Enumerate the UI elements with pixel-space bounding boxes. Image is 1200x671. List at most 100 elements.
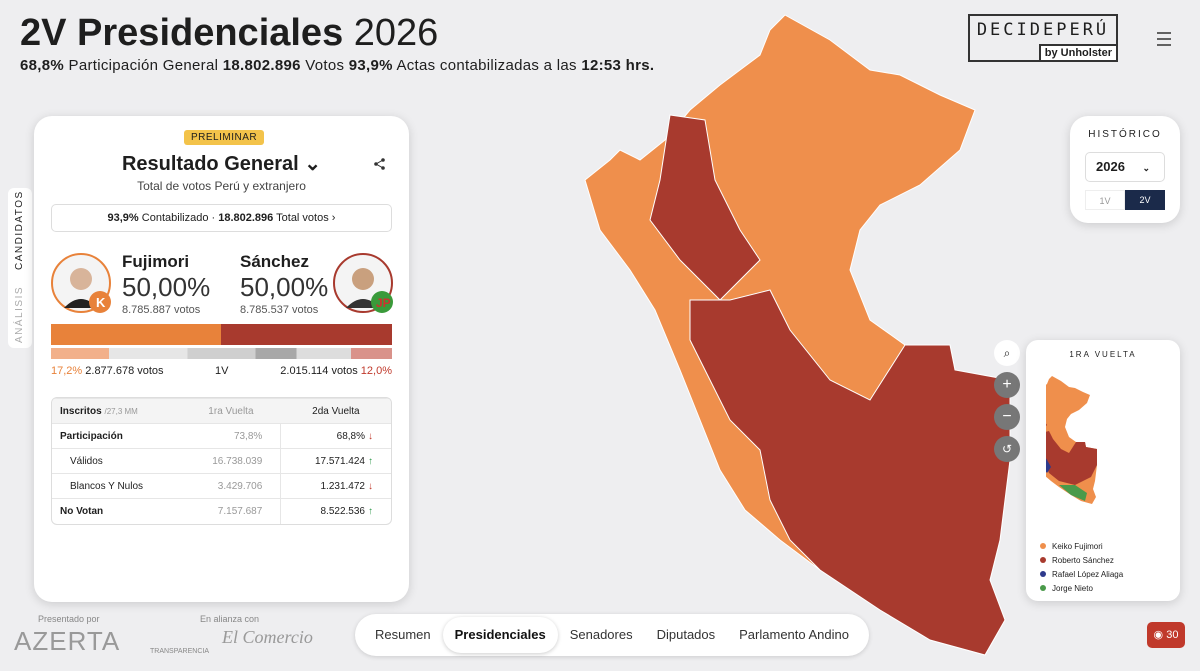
cell-text: 17.571.424 — [314, 455, 365, 467]
live-badge[interactable]: ◉ 30 — [1147, 622, 1185, 648]
nav-bar: Resumen Presidenciales Senadores Diputados P… — [355, 614, 869, 656]
history-title: HISTÓRICO — [1088, 129, 1162, 140]
cell-text: /27,3 MM — [104, 406, 138, 416]
nav-item[interactable]: Parlamento Andino — [739, 627, 849, 642]
trend-arrow: ↑ — [368, 505, 373, 517]
side-tabs: CANDIDATOS ANÁLISIS — [8, 188, 32, 348]
cell: 3.429.706 — [181, 473, 281, 499]
candidate-percent: 50,00% — [122, 272, 211, 302]
fr-percent: 12,0% — [360, 365, 392, 377]
cell-text: 1.231.472 — [320, 480, 366, 492]
reset[interactable]: ↺ — [994, 436, 1020, 462]
mini-map-title: 1RA VUELTA — [1069, 350, 1137, 359]
cell: 1.231.472 ↓ — [280, 473, 391, 499]
stats: 68,8% Participación General 18.802.896 V… — [20, 57, 654, 74]
side-tab[interactable]: ANÁLISIS — [14, 285, 25, 343]
legend-swatch — [1040, 585, 1046, 591]
summary-percent: 93,9% — [107, 212, 139, 224]
nav-item[interactable]: Presidenciales — [442, 617, 558, 653]
card-title[interactable]: Resultado General ⌄ — [121, 153, 322, 175]
table-row: Válidos 16.738.039 17.571.424 ↑ — [52, 448, 391, 474]
cell: Blancos Y Nulos — [52, 473, 182, 499]
summary-label: Contabilizado — [141, 212, 209, 224]
title-text: 2V Presidenciales — [20, 12, 344, 54]
candidate-percent: 50,00% — [240, 272, 329, 302]
legend-swatch — [1040, 571, 1046, 577]
nav-item[interactable]: Diputados — [656, 627, 716, 642]
legend-item: Jorge Nieto — [1040, 582, 1123, 596]
share-icon[interactable] — [374, 158, 386, 170]
round-button[interactable]: 1V — [1085, 190, 1125, 210]
candidate-photo: K — [51, 253, 111, 313]
cell: 68,8% ↓ — [280, 423, 391, 449]
legend-label: Keiko Fujimori — [1052, 542, 1103, 551]
bar-right — [221, 324, 392, 345]
brand-by: by Unholster — [1038, 44, 1118, 62]
svg-text:JP: JP — [376, 296, 391, 310]
zoom-out[interactable]: − — [994, 404, 1020, 430]
cell: Válidos — [52, 448, 182, 474]
side-tab[interactable]: CANDIDATOS — [14, 190, 25, 270]
fr-votes: 2.877.678 votos — [85, 365, 164, 377]
table: Inscritos /27,3 MM 1ra Vuelta 2da Vuelta P… — [52, 398, 391, 524]
brand-name: DECIDEPERÚ — [976, 20, 1110, 40]
legend: Keiko Fujimori Roberto Sánchez Rafael Lópe… — [1040, 540, 1123, 596]
nav-item[interactable]: Senadores — [569, 627, 633, 642]
table-row: Participación 73,8% 68,8% ↓ — [52, 423, 391, 449]
first-round-bar — [51, 348, 392, 359]
year-select[interactable]: 2026 ⌄ — [1085, 152, 1165, 182]
bar-left — [51, 324, 221, 345]
table-body: Inscritos /27,3 MM 1ra Vuelta 2da Vuelta P… — [52, 398, 391, 524]
stat: 18.802.896 — [222, 57, 301, 74]
nav-item[interactable]: Resumen — [375, 627, 431, 642]
mini-map-card: 1RA VUELTA Keiko Fujimori Roberto Sánchez… — [1026, 340, 1180, 601]
trend-arrow: ↑ — [368, 455, 373, 467]
legend-item: Roberto Sánchez — [1040, 554, 1123, 568]
table-row: Blancos Y Nulos 3.429.706 1.231.472 ↓ — [52, 473, 391, 499]
stats-table: Inscritos /27,3 MM 1ra Vuelta 2da Vuelta P… — [51, 397, 392, 525]
cell: 16.738.039 — [181, 448, 281, 474]
menu-icon[interactable] — [1157, 32, 1173, 46]
stat: 12:53 hrs. — [581, 57, 655, 74]
cell-text: Inscritos — [60, 405, 102, 417]
round-button[interactable]: 2V — [1125, 190, 1165, 210]
summary[interactable]: 93,9% Contabilizado · 18.802.896 Total v… — [51, 204, 392, 232]
legend-swatch — [1040, 543, 1046, 549]
zoom-in[interactable]: + — [994, 372, 1020, 398]
summary-label: Total votos — [276, 212, 329, 224]
legend-label: Rafael López Aliaga — [1052, 570, 1124, 579]
card-subtitle: Total de votos Perú y extranjero — [137, 179, 306, 193]
candidate-name: Sánchez — [240, 252, 309, 271]
history-card: HISTÓRICO 2026 ⌄ 1V 2V — [1070, 116, 1180, 223]
cell: 2da Vuelta — [280, 398, 391, 424]
sponsor: AZERTA — [14, 626, 121, 656]
legend-item: Rafael López Aliaga — [1040, 568, 1123, 582]
legend-item: Keiko Fujimori — [1040, 540, 1123, 554]
presented-by: Presentado por — [38, 614, 100, 624]
legend-swatch — [1040, 557, 1046, 563]
cell: 7.157.687 — [181, 498, 281, 524]
cell: 17.571.424 ↑ — [280, 448, 391, 474]
brand-logo[interactable]: DECIDEPERÚ by Unholster — [968, 14, 1118, 62]
candidate-votes: 8.785.887 votos — [122, 304, 201, 316]
search-button[interactable]: ⌕ — [994, 340, 1020, 366]
cell-text: 8.522.536 — [320, 505, 366, 517]
peru-map[interactable] — [570, 0, 1030, 671]
candidate-photo: JP — [333, 253, 393, 313]
fr-percent: 17,2% — [51, 365, 83, 377]
summary-total: 18.802.896 — [218, 212, 274, 224]
title: 2V Presidenciales 2026 — [20, 12, 438, 55]
stat: Votos — [305, 57, 345, 74]
alliance: En alianza con — [200, 614, 260, 624]
fr-label: 1V — [215, 365, 229, 377]
result-card: PRELIMINAR Resultado General ⌄ Total de … — [34, 116, 409, 602]
partner: TRANSPARENCIA — [150, 648, 209, 655]
cell: No Votan — [52, 498, 182, 524]
stat: Participación General — [68, 57, 219, 74]
cell: Participación — [52, 423, 182, 449]
card-title-text: Resultado General — [121, 153, 299, 175]
first-round-right: 2.015.114 votos 12,0% — [280, 365, 392, 377]
cell-text: 68,8% — [336, 430, 365, 442]
